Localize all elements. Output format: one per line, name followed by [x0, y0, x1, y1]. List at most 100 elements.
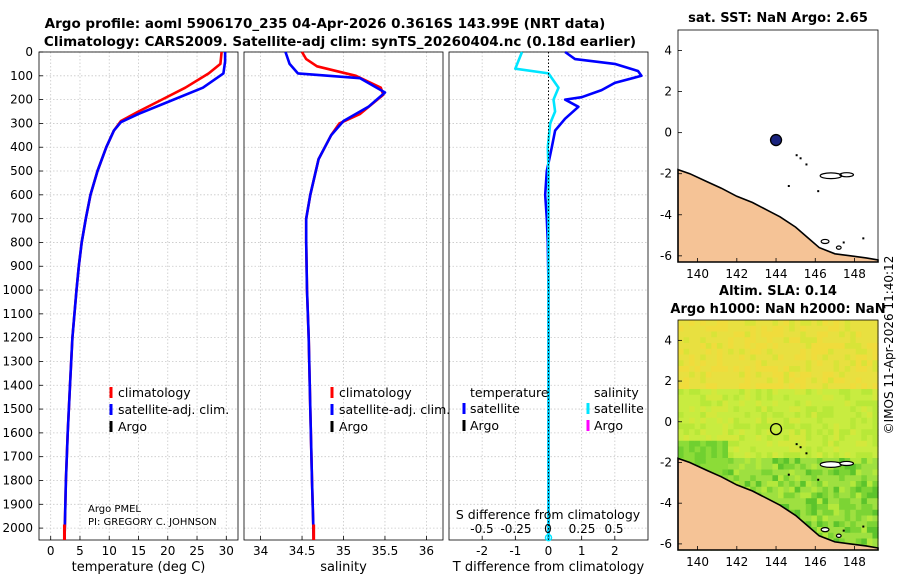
sla-cell: [722, 452, 729, 459]
sla-cell: [700, 360, 707, 367]
sla-cell: [811, 498, 818, 505]
sla-cell: [739, 406, 746, 413]
sla-cell: [739, 423, 746, 430]
sla-cell: [866, 331, 874, 338]
sla-cell: [789, 406, 796, 413]
sla-cell: [772, 320, 779, 327]
sla-cell: [844, 440, 851, 448]
axes-frame: [243, 51, 444, 541]
sla-cell: [755, 435, 762, 442]
sla-cell: [755, 463, 762, 471]
sla-cell: [722, 354, 729, 361]
series-line-s-satellite: [513, 51, 560, 540]
sla-cell: [850, 423, 857, 430]
sla-cell: [783, 492, 790, 499]
sla-cell: [733, 406, 740, 413]
sla-cell: [678, 406, 685, 413]
sla-cell: [833, 515, 840, 522]
sla-cell: [733, 331, 740, 338]
sla-cell: [866, 504, 874, 511]
sla-cell: [816, 452, 824, 459]
sla-cell: [833, 366, 840, 373]
sla-cell: [761, 337, 768, 344]
sla-cell: [805, 337, 812, 344]
sla-cell: [872, 440, 879, 448]
sla-cell: [816, 469, 824, 476]
sla-cell: [755, 354, 762, 361]
sla-cell: [733, 366, 740, 373]
sla-cell: [733, 337, 740, 344]
sla-cell: [761, 354, 768, 361]
sla-cell: [761, 435, 768, 442]
sla-cell: [816, 383, 824, 390]
sla-cell: [822, 435, 829, 442]
sla-cell: [850, 521, 857, 528]
sla-cell: [700, 354, 707, 361]
sla-cell: [750, 320, 757, 327]
sla-cell: [850, 463, 857, 471]
sla-cell: [716, 343, 724, 350]
islet: [787, 473, 790, 476]
sla-cell: [744, 400, 751, 407]
sla-cell: [833, 371, 840, 379]
sla-cell: [716, 325, 724, 333]
sla-cell: [822, 469, 829, 476]
sla-cell: [811, 521, 818, 528]
sla-cell: [783, 400, 790, 407]
sla-cell: [872, 527, 879, 534]
sla-cell: [722, 446, 729, 453]
sla-cell: [733, 412, 740, 419]
sla-cell: [828, 446, 835, 453]
sla-cell: [822, 320, 829, 327]
sla-cell: [800, 429, 807, 436]
sla-cell: [794, 348, 801, 356]
sla-cell: [711, 366, 718, 373]
sla-cell: [866, 400, 874, 407]
sla-cell: [855, 360, 862, 367]
sla-cell: [850, 389, 857, 396]
sla-cell: [739, 377, 746, 384]
sla-cell: [678, 348, 685, 356]
sla-cell: [833, 325, 840, 333]
sla-cell: [778, 440, 785, 448]
y-tick-label: 1000: [2, 283, 33, 297]
sla-cell: [750, 343, 757, 350]
sla-cell: [766, 475, 774, 482]
sla-cell: [800, 348, 807, 356]
sla-cell: [850, 331, 857, 338]
y-tick-label: 1800: [2, 473, 33, 487]
sla-cell: [750, 348, 757, 356]
legend-header: temperature: [470, 385, 549, 400]
sla-cell: [678, 360, 685, 367]
sla-cell: [755, 458, 762, 465]
sla-cell: [794, 423, 801, 430]
sla-cell: [833, 337, 840, 344]
sla-cell: [866, 515, 874, 522]
sla-cell: [861, 423, 868, 430]
sla-cell: [700, 458, 707, 465]
sla-cell: [789, 446, 796, 453]
sla-cell: [683, 406, 690, 413]
sla-cell: [783, 446, 790, 453]
sla-cell: [850, 320, 857, 327]
sla-cell: [844, 469, 851, 476]
sla-cell: [739, 429, 746, 436]
sla-cell: [839, 452, 846, 459]
sla-cell: [816, 337, 824, 344]
sla-cell: [789, 498, 796, 505]
sla-cell: [794, 509, 801, 517]
sla-cell: [855, 469, 862, 476]
sla-cell: [816, 366, 824, 373]
sla-cell: [833, 469, 840, 476]
sla-cell: [783, 348, 790, 356]
sla-cell: [855, 527, 862, 534]
sla-cell: [728, 446, 735, 453]
sla-cell: [816, 435, 824, 442]
sla-cell: [678, 429, 685, 436]
sla-cell: [828, 406, 835, 413]
sla-cell: [822, 354, 829, 361]
sla-cell: [833, 498, 840, 505]
sla-cell: [805, 400, 812, 407]
sla-cell: [683, 325, 690, 333]
sla-cell: [705, 452, 712, 459]
